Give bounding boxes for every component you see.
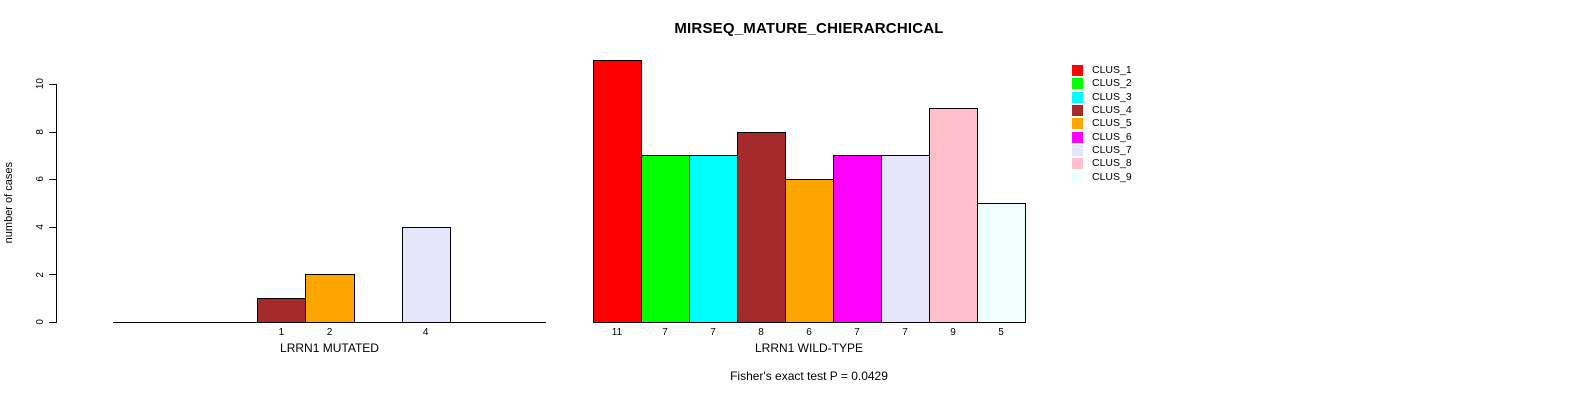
y-axis-tick (49, 179, 56, 181)
y-axis-tick (49, 274, 56, 276)
bar-clus_7 (401, 226, 451, 323)
y-axis-tick (49, 84, 56, 85)
legend-item-label: CLUS_4 (1092, 104, 1132, 117)
x-axis-label-group-1: LRRN1 MUTATED (280, 341, 379, 355)
y-axis-tick-label: 2 (33, 259, 47, 289)
bar-value-label: 8 (758, 327, 764, 338)
y-axis-label: number of cases (3, 162, 15, 244)
bar-clus_3 (689, 155, 738, 323)
y-axis-tick-label-text: 2 (34, 271, 46, 278)
bar-value-label: 1 (278, 327, 285, 338)
legend-item-clus_6: CLUS_6 (1072, 130, 1132, 143)
y-axis-tick-label: 8 (33, 117, 47, 147)
bar-value-label: 2 (326, 327, 333, 338)
y-axis-tick-label-text: 0 (34, 319, 46, 325)
fisher-test-annotation: Fisher's exact test P = 0.0429 (730, 369, 888, 383)
y-axis-tick-label-text: 8 (34, 128, 46, 135)
bar-clus_2 (641, 155, 690, 323)
x-axis-label-group-2: LRRN1 WILD-TYPE (754, 341, 864, 355)
legend-item-clus_7: CLUS_7 (1072, 144, 1132, 157)
y-axis-tick (49, 322, 56, 323)
legend-item-label: CLUS_7 (1092, 143, 1132, 156)
legend-item-label: CLUS_6 (1092, 130, 1132, 143)
bar-value-label: 7 (662, 327, 668, 338)
legend-item-clus_3: CLUS_3 (1072, 91, 1132, 104)
legend-swatch-icon (1072, 158, 1083, 170)
y-axis-tick-label: 4 (33, 212, 47, 242)
y-axis-tick-label-text: 10 (34, 78, 46, 90)
legend-item-label: CLUS_8 (1092, 157, 1132, 170)
bar-value-label: 11 (611, 327, 623, 338)
bar-clus_7 (881, 155, 930, 323)
y-axis-tick (49, 226, 56, 228)
bar-value-label: 7 (710, 327, 716, 338)
chart-title: MIRSEQ_MATURE_CHIERARCHICAL (674, 20, 944, 37)
legend-swatch-icon (1072, 65, 1083, 77)
legend-swatch-icon (1072, 144, 1083, 156)
y-axis-label-box: number of cases (0, 84, 18, 322)
bar-clus_5 (305, 274, 355, 323)
legend-item-label: CLUS_9 (1092, 170, 1132, 183)
legend-swatch-icon (1072, 91, 1083, 103)
bar-clus_4 (257, 298, 307, 323)
bar-value-label: 9 (950, 327, 956, 338)
legend-item-label: CLUS_5 (1092, 117, 1132, 130)
legend-swatch-icon (1072, 105, 1083, 117)
legend-item-clus_2: CLUS_2 (1072, 77, 1132, 90)
legend-item-clus_4: CLUS_4 (1072, 104, 1132, 117)
bar-value-label: 4 (422, 327, 429, 338)
bar-clus_4 (737, 131, 786, 323)
legend-item-clus_5: CLUS_5 (1072, 117, 1132, 130)
y-axis-tick-label: 0 (33, 307, 47, 337)
bar-clus_8 (929, 107, 978, 323)
bar-value-label: 6 (806, 327, 812, 338)
legend-item-label: CLUS_2 (1092, 77, 1132, 90)
legend-swatch-icon (1072, 131, 1083, 143)
legend-swatch-icon (1072, 78, 1083, 90)
y-axis-tick-label-text: 4 (34, 224, 46, 230)
bar-value-label: 5 (998, 327, 1004, 338)
legend-item-label: CLUS_3 (1092, 90, 1132, 103)
legend-item-clus_1: CLUS_1 (1072, 64, 1132, 77)
bar-clus_1 (593, 60, 642, 323)
legend-item-clus_8: CLUS_8 (1072, 157, 1132, 170)
bar-value-label: 7 (854, 327, 860, 338)
y-axis-tick (49, 131, 56, 133)
legend: CLUS_1 CLUS_2 CLUS_3 CLUS_4 CLUS_5 CLUS_6 CLUS… (1072, 64, 1132, 184)
legend-swatch-icon (1072, 118, 1083, 130)
bar-value-label: 7 (902, 327, 908, 338)
y-axis-tick-label-text: 6 (34, 176, 46, 182)
y-axis-line (56, 84, 57, 323)
y-axis-tick-label: 6 (33, 164, 47, 194)
legend-item-clus_9: CLUS_9 (1072, 170, 1132, 183)
y-axis-tick-label: 10 (33, 69, 47, 99)
bar-clus_6 (833, 155, 882, 323)
bar-clus_5 (785, 179, 834, 323)
legend-swatch-icon (1072, 171, 1083, 183)
bar-clus_9 (977, 203, 1026, 323)
legend-item-label: CLUS_1 (1092, 64, 1132, 77)
